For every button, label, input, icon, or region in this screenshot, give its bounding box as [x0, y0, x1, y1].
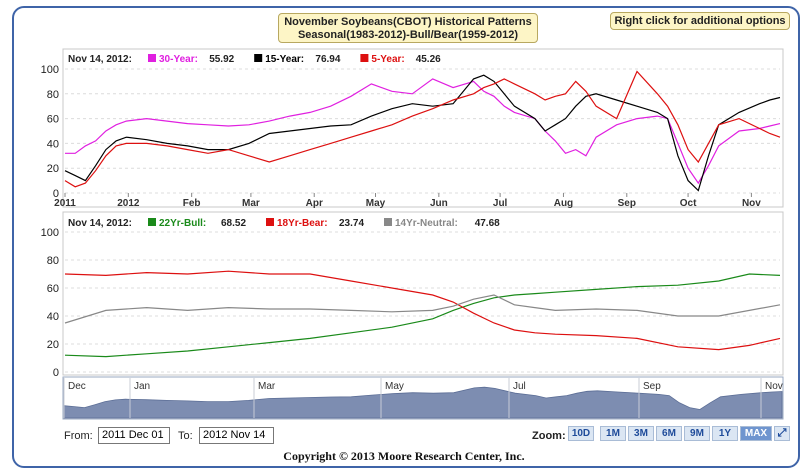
top-panel	[62, 48, 784, 208]
x-tick-label: Mar	[242, 198, 260, 209]
bottom-legend-date: Nov 14, 2012:	[68, 218, 132, 229]
y-tick-label: 80	[47, 255, 59, 267]
legend-label: 15-Year:	[265, 54, 304, 65]
x-tick-label: Aug	[554, 198, 573, 209]
navigator-label: Jul	[513, 381, 526, 392]
legend-swatch	[148, 218, 156, 226]
legend-label: 18Yr-Bear:	[277, 218, 328, 229]
y-tick-label: 20	[47, 339, 59, 351]
zoom-button-9m[interactable]: 9M	[684, 426, 710, 441]
navigator-label: Sep	[643, 381, 661, 392]
bottom-chart: 0 20 40 60 80 100	[41, 227, 781, 379]
from-date-input[interactable]: 2011 Dec 01	[98, 427, 170, 444]
x-tick-label: Nov	[742, 198, 761, 209]
navigator-label: Dec	[68, 381, 86, 392]
navigator-series-area	[63, 386, 783, 419]
navigator-label: Mar	[258, 381, 276, 392]
x-tick-label: Jun	[430, 198, 448, 209]
zoom-button-1y[interactable]: 1Y	[712, 426, 738, 441]
y-tick-label: 100	[41, 227, 59, 239]
legend-swatch	[360, 54, 369, 62]
navigator-area	[63, 386, 783, 419]
legend-label: 22Yr-Bull:	[159, 218, 206, 229]
zoom-label: Zoom:	[532, 430, 566, 442]
series-line-14yr-neutral	[64, 294, 781, 324]
x-tick-label: 2011	[54, 198, 76, 209]
copyright: Copyright © 2013 Moore Research Center, …	[283, 449, 525, 463]
chart-title-line-1: November Soybeans(CBOT) Historical Patte…	[284, 16, 532, 28]
x-tick-label: Oct	[680, 198, 697, 209]
zoom-button-1m[interactable]: 1M	[600, 426, 626, 441]
legend-value: 47.68	[475, 218, 500, 229]
y-tick-label: 80	[47, 89, 59, 101]
legend-swatch	[384, 218, 392, 226]
chart-title: November Soybeans(CBOT) Historical Patte…	[278, 13, 538, 43]
legend-value: 23.74	[339, 218, 364, 229]
legend-label: 30-Year:	[159, 54, 198, 65]
zoom-button-max[interactable]: MAX	[740, 426, 772, 441]
y-tick-label: 0	[53, 367, 59, 379]
legend-label: 5-Year:	[371, 54, 404, 65]
to-date-input[interactable]: 2012 Nov 14	[199, 427, 274, 444]
bottom-legend: 22Yr-Bull: 68.52 18Yr-Bear: 23.74 14Yr-Neutr…	[148, 218, 500, 229]
x-tick-label: Apr	[306, 198, 323, 209]
legend-value: 68.52	[221, 218, 246, 229]
x-tick-label: Sep	[618, 198, 636, 209]
fullscreen-icon[interactable]: ⤢	[774, 426, 790, 441]
navigator-labels: Dec Jan Mar May Jul Sep Nov	[63, 378, 783, 418]
series-line-22yr-bull	[64, 273, 781, 358]
from-label: From:	[64, 430, 93, 442]
y-tick-label: 0	[53, 188, 59, 200]
legend-swatch	[254, 54, 263, 62]
x-tick-label: May	[366, 198, 386, 209]
to-label: To:	[178, 430, 193, 442]
top-legend: 30-Year: 55.92 15-Year: 76.94 5-Year: 45.26	[148, 54, 441, 65]
zoom-button-6m[interactable]: 6M	[656, 426, 682, 441]
legend-swatch	[266, 218, 274, 226]
legend-value: 55.92	[209, 54, 234, 65]
legend-value: 76.94	[315, 54, 340, 65]
navigator-label: Nov	[765, 381, 783, 392]
options-button[interactable]: Right click for additional options	[610, 12, 790, 30]
y-tick-label: 60	[47, 114, 59, 126]
series-line-30-year	[65, 78, 781, 185]
zoom-button-10d[interactable]: 10D	[568, 426, 594, 441]
top-chart: 0 20 40 60 80 100 2011 2012 Feb Mar Apr May Jun Jul Au…	[41, 64, 781, 209]
navigator-label: Jan	[134, 381, 150, 392]
legend-label: 14Yr-Neutral:	[395, 218, 458, 229]
y-tick-label: 20	[47, 163, 59, 175]
y-tick-label: 40	[47, 138, 59, 150]
series-line-5-year	[64, 70, 781, 188]
x-tick-label: Jul	[493, 198, 508, 209]
x-tick-label: Feb	[183, 198, 201, 209]
legend-value: 45.26	[416, 54, 441, 65]
navigator-label: May	[385, 381, 404, 392]
y-tick-label: 40	[47, 311, 59, 323]
x-tick-label: 2012	[117, 198, 140, 209]
series-line-15-year	[64, 74, 781, 192]
legend-swatch	[148, 54, 156, 62]
top-legend-date: Nov 14, 2012:	[68, 54, 132, 65]
series-line-18yr-bear	[64, 270, 781, 351]
zoom-button-3m[interactable]: 3M	[628, 426, 654, 441]
y-tick-label: 100	[41, 64, 59, 76]
y-tick-label: 60	[47, 283, 59, 295]
chart-title-line-2: Seasonal(1983-2012)-Bull/Bear(1959-2012)	[297, 29, 519, 41]
